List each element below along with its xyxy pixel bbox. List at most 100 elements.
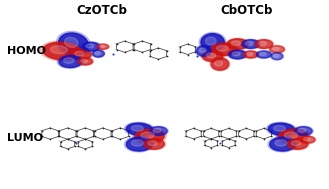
Ellipse shape — [286, 138, 309, 150]
Ellipse shape — [78, 58, 92, 65]
Ellipse shape — [153, 128, 161, 132]
Ellipse shape — [82, 42, 100, 51]
Ellipse shape — [142, 138, 166, 150]
Ellipse shape — [268, 123, 294, 136]
Ellipse shape — [81, 59, 88, 63]
Ellipse shape — [229, 50, 246, 59]
Ellipse shape — [279, 129, 308, 143]
Ellipse shape — [284, 132, 297, 138]
Ellipse shape — [303, 138, 310, 141]
Ellipse shape — [56, 31, 91, 57]
Ellipse shape — [254, 39, 274, 49]
Ellipse shape — [275, 140, 287, 146]
Ellipse shape — [135, 129, 164, 143]
Ellipse shape — [126, 137, 153, 151]
Ellipse shape — [255, 40, 273, 48]
Text: HOMO: HOMO — [7, 46, 46, 56]
Ellipse shape — [227, 50, 248, 60]
Ellipse shape — [294, 127, 312, 135]
Ellipse shape — [242, 50, 259, 59]
Ellipse shape — [268, 136, 298, 152]
Ellipse shape — [59, 55, 82, 68]
Ellipse shape — [216, 46, 228, 51]
Ellipse shape — [273, 54, 279, 57]
Ellipse shape — [199, 48, 206, 53]
Ellipse shape — [209, 42, 240, 56]
Ellipse shape — [270, 52, 284, 60]
Ellipse shape — [141, 132, 154, 138]
Ellipse shape — [268, 45, 286, 53]
Ellipse shape — [266, 122, 296, 136]
Ellipse shape — [96, 44, 110, 50]
Text: CzOTCb: CzOTCb — [77, 4, 127, 17]
Ellipse shape — [259, 41, 266, 45]
Ellipse shape — [207, 53, 216, 58]
Ellipse shape — [86, 44, 94, 48]
Ellipse shape — [126, 123, 153, 136]
Ellipse shape — [242, 40, 260, 48]
Ellipse shape — [300, 136, 315, 143]
Ellipse shape — [132, 140, 143, 146]
Text: CbOTCb: CbOTCb — [220, 4, 273, 17]
Ellipse shape — [211, 58, 229, 70]
Ellipse shape — [199, 32, 226, 52]
Ellipse shape — [132, 126, 143, 131]
Ellipse shape — [257, 51, 271, 58]
Ellipse shape — [232, 52, 240, 56]
Ellipse shape — [81, 42, 101, 52]
Ellipse shape — [270, 137, 296, 151]
Ellipse shape — [211, 43, 238, 55]
Ellipse shape — [71, 49, 91, 60]
Ellipse shape — [240, 39, 261, 49]
Ellipse shape — [246, 52, 253, 56]
Ellipse shape — [231, 41, 240, 46]
Ellipse shape — [273, 47, 279, 50]
Ellipse shape — [99, 45, 105, 47]
Ellipse shape — [270, 46, 284, 53]
Ellipse shape — [43, 42, 81, 60]
Ellipse shape — [150, 127, 167, 135]
Ellipse shape — [298, 128, 306, 132]
Ellipse shape — [40, 41, 84, 61]
Ellipse shape — [293, 126, 314, 136]
Ellipse shape — [64, 37, 78, 47]
Ellipse shape — [92, 50, 105, 58]
Ellipse shape — [202, 51, 223, 61]
Ellipse shape — [148, 126, 168, 136]
Ellipse shape — [196, 46, 211, 56]
Ellipse shape — [201, 50, 224, 62]
Ellipse shape — [97, 44, 109, 49]
Ellipse shape — [144, 139, 164, 149]
Ellipse shape — [255, 50, 272, 59]
Ellipse shape — [243, 51, 258, 58]
Ellipse shape — [69, 49, 93, 60]
Ellipse shape — [299, 136, 316, 144]
Ellipse shape — [215, 60, 223, 66]
Text: LUMO: LUMO — [7, 133, 42, 143]
Ellipse shape — [95, 52, 100, 55]
Ellipse shape — [287, 139, 308, 149]
Ellipse shape — [210, 57, 230, 71]
Ellipse shape — [291, 141, 301, 146]
Ellipse shape — [195, 45, 212, 57]
Ellipse shape — [273, 126, 285, 131]
Ellipse shape — [92, 50, 104, 57]
Ellipse shape — [133, 128, 166, 144]
Ellipse shape — [226, 38, 249, 50]
Ellipse shape — [124, 122, 155, 136]
Ellipse shape — [206, 37, 216, 45]
Ellipse shape — [75, 51, 84, 56]
Ellipse shape — [276, 128, 310, 144]
Ellipse shape — [63, 58, 74, 63]
Ellipse shape — [148, 141, 157, 146]
Ellipse shape — [227, 39, 248, 49]
Ellipse shape — [59, 33, 89, 55]
Ellipse shape — [245, 41, 253, 45]
Ellipse shape — [77, 57, 94, 65]
Ellipse shape — [271, 53, 283, 60]
Ellipse shape — [50, 46, 67, 54]
Ellipse shape — [124, 136, 155, 152]
Ellipse shape — [201, 34, 224, 51]
Ellipse shape — [57, 54, 84, 68]
Ellipse shape — [260, 52, 266, 56]
